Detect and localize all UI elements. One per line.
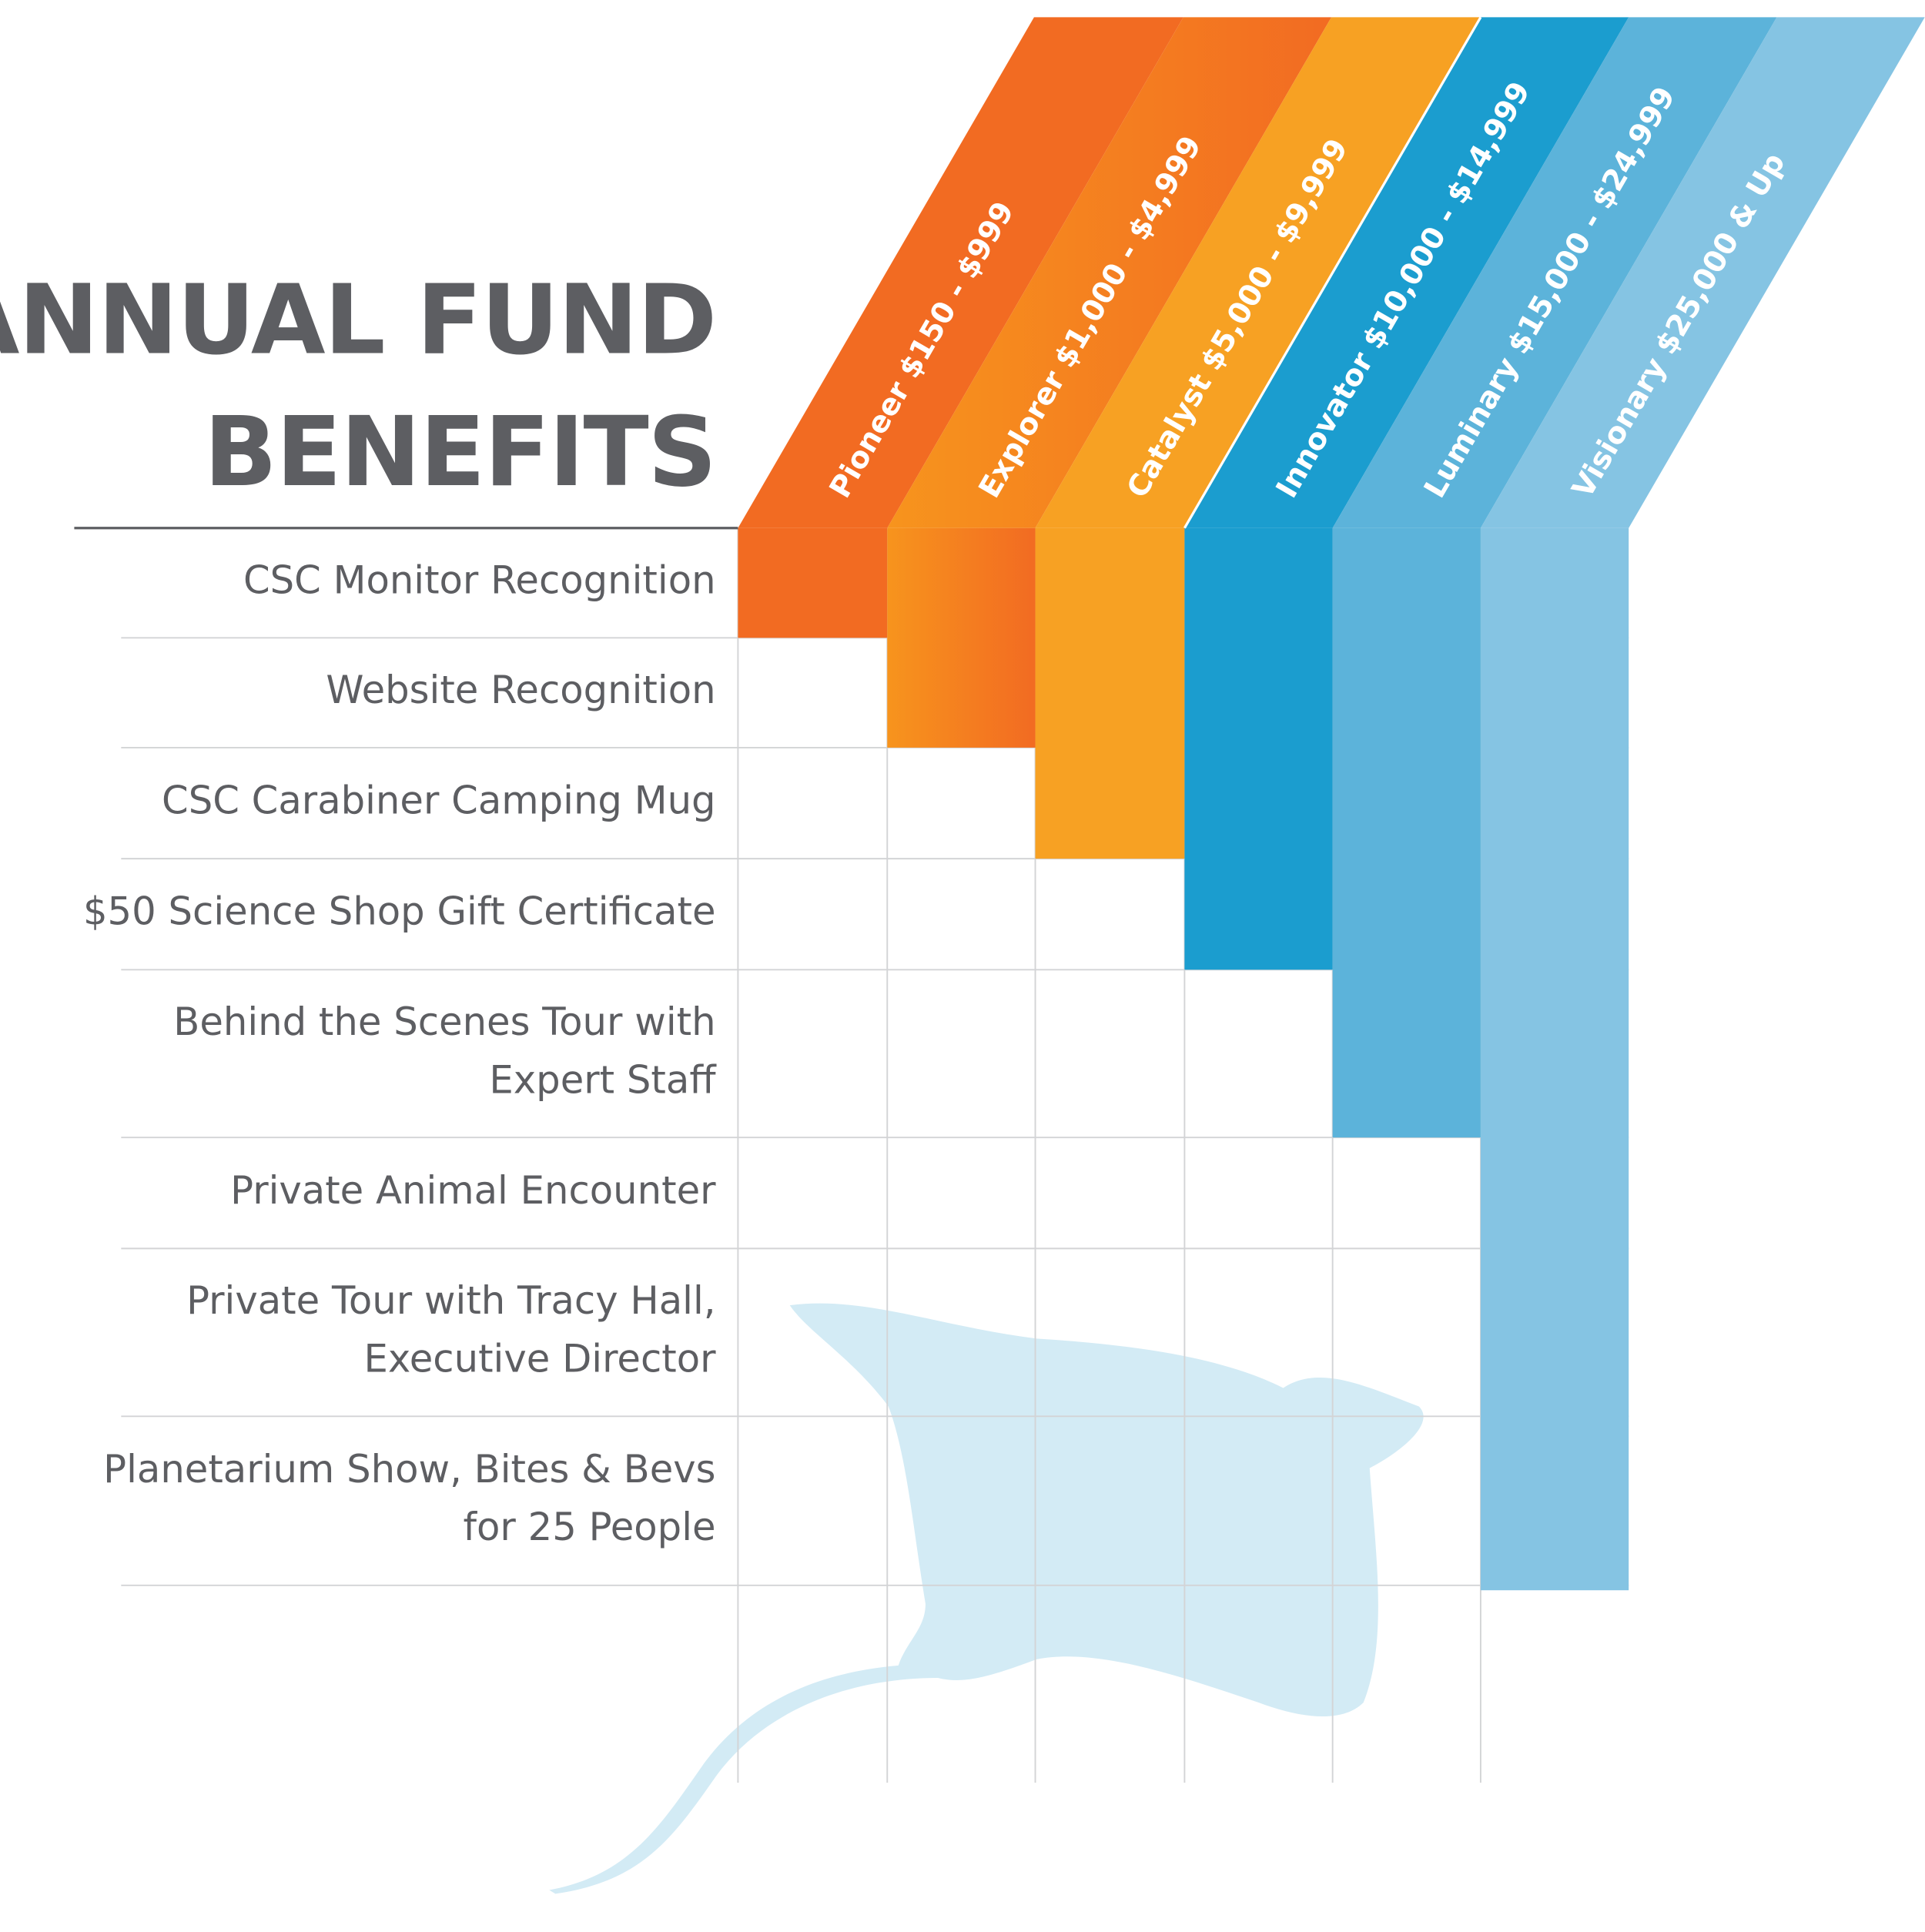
- benefit-label: $50 Science Shop Gift Certificate: [83, 889, 716, 934]
- tier-banner: [1480, 17, 1925, 528]
- tier-banner: [887, 17, 1332, 528]
- tier-banner: [1184, 17, 1629, 528]
- tier-banner: [1035, 17, 1481, 528]
- cell: [1035, 527, 1185, 859]
- benefit-label: Private Animal Encounter: [230, 1168, 716, 1213]
- benefit-label: for 25 People: [464, 1505, 716, 1549]
- title-line: ANNUAL FUND: [0, 265, 716, 377]
- cell: [738, 527, 888, 638]
- benefit-label: Behind the Scenes Tour with: [173, 999, 715, 1044]
- cell: [887, 527, 1036, 748]
- benefit-label: CSC Monitor Recognition: [243, 558, 716, 603]
- benefit-label: Website Recognition: [326, 668, 715, 712]
- stingray: [549, 1303, 1424, 1894]
- benefit-label: Executive Director: [364, 1336, 717, 1381]
- benefit-label: Expert Staff: [489, 1057, 717, 1102]
- cell: [1184, 527, 1333, 970]
- benefit-label: CSC Carabiner Camping Mug: [162, 778, 716, 823]
- cell: [1480, 527, 1629, 1591]
- benefit-label: Private Tour with Tracy Hall,: [186, 1278, 715, 1323]
- banner-divider: [1183, 16, 1482, 529]
- benefit-label: Planetarium Show, Bites & Bevs: [103, 1447, 715, 1492]
- tier-banner: [1332, 17, 1777, 528]
- cell: [1332, 527, 1481, 1138]
- title-line: BENEFITS: [204, 397, 716, 508]
- tier-banner: [738, 17, 1183, 528]
